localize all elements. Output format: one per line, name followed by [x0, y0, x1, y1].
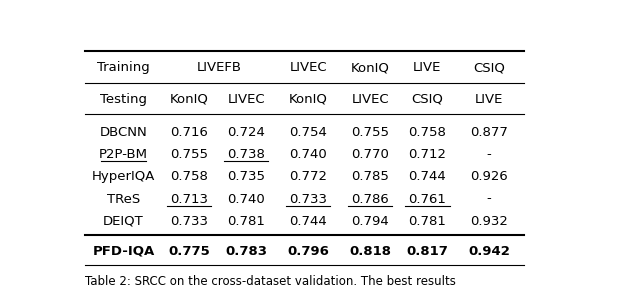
Text: 0.716: 0.716	[170, 126, 208, 139]
Text: LIVEC: LIVEC	[351, 92, 389, 105]
Text: 0.744: 0.744	[408, 170, 446, 183]
Text: 0.772: 0.772	[289, 170, 327, 183]
Text: KonIQ: KonIQ	[170, 92, 209, 105]
Text: -: -	[487, 148, 492, 161]
Text: 0.758: 0.758	[408, 126, 446, 139]
Text: 0.761: 0.761	[408, 192, 446, 206]
Text: TReS: TReS	[107, 192, 140, 206]
Text: 0.758: 0.758	[170, 170, 208, 183]
Text: 0.926: 0.926	[470, 170, 508, 183]
Text: Testing: Testing	[100, 92, 147, 105]
Text: 0.735: 0.735	[227, 170, 265, 183]
Text: LIVEC: LIVEC	[227, 92, 265, 105]
Text: Table 2: SRCC on the cross-dataset validation. The best results: Table 2: SRCC on the cross-dataset valid…	[85, 275, 456, 288]
Text: CSIQ: CSIQ	[412, 92, 443, 105]
Text: P2P-BM: P2P-BM	[99, 148, 148, 161]
Text: KonIQ: KonIQ	[351, 61, 390, 74]
Text: 0.781: 0.781	[227, 215, 265, 228]
Text: LIVEC: LIVEC	[289, 61, 327, 74]
Text: LIVEFB: LIVEFB	[196, 61, 241, 74]
Text: 0.932: 0.932	[470, 215, 508, 228]
Text: Training: Training	[97, 61, 150, 74]
Text: LIVE: LIVE	[413, 61, 442, 74]
Text: 0.785: 0.785	[351, 170, 389, 183]
Text: 0.754: 0.754	[289, 126, 327, 139]
Text: 0.744: 0.744	[289, 215, 327, 228]
Text: DBCNN: DBCNN	[100, 126, 147, 139]
Text: 0.775: 0.775	[168, 245, 210, 258]
Text: LIVE: LIVE	[475, 92, 504, 105]
Text: 0.738: 0.738	[227, 148, 265, 161]
Text: 0.740: 0.740	[289, 148, 327, 161]
Text: HyperIQA: HyperIQA	[92, 170, 155, 183]
Text: 0.942: 0.942	[468, 245, 510, 258]
Text: 0.724: 0.724	[227, 126, 265, 139]
Text: 0.733: 0.733	[289, 192, 327, 206]
Text: KonIQ: KonIQ	[289, 92, 328, 105]
Text: 0.786: 0.786	[351, 192, 389, 206]
Text: 0.877: 0.877	[470, 126, 508, 139]
Text: 0.755: 0.755	[351, 126, 389, 139]
Text: 0.794: 0.794	[351, 215, 389, 228]
Text: 0.770: 0.770	[351, 148, 389, 161]
Text: 0.783: 0.783	[225, 245, 267, 258]
Text: 0.796: 0.796	[287, 245, 329, 258]
Text: DEIQT: DEIQT	[103, 215, 144, 228]
Text: 0.733: 0.733	[170, 215, 208, 228]
Text: 0.755: 0.755	[170, 148, 208, 161]
Text: 0.712: 0.712	[408, 148, 446, 161]
Text: 0.818: 0.818	[349, 245, 391, 258]
Text: 0.817: 0.817	[406, 245, 448, 258]
Text: -: -	[487, 192, 492, 206]
Text: 0.713: 0.713	[170, 192, 208, 206]
Text: 0.781: 0.781	[408, 215, 446, 228]
Text: 0.740: 0.740	[227, 192, 265, 206]
Text: CSIQ: CSIQ	[473, 61, 505, 74]
Text: PFD-IQA: PFD-IQA	[92, 245, 154, 258]
